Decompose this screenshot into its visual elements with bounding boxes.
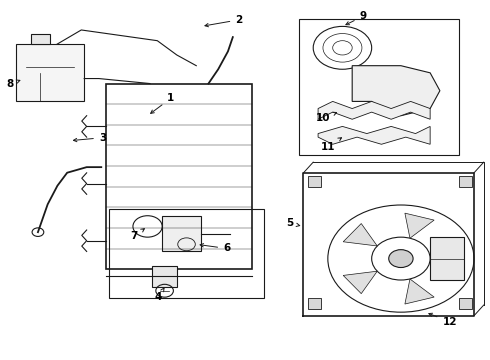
Bar bbox=[460, 298, 471, 309]
Bar bbox=[109, 208, 265, 298]
Bar bbox=[298, 19, 460, 155]
Bar bbox=[162, 216, 201, 251]
Polygon shape bbox=[343, 224, 377, 246]
Bar bbox=[152, 266, 177, 287]
Text: 11: 11 bbox=[320, 138, 342, 152]
Bar bbox=[308, 176, 320, 187]
Text: 3: 3 bbox=[74, 133, 106, 143]
Bar bbox=[460, 176, 471, 187]
Polygon shape bbox=[405, 279, 434, 304]
Bar bbox=[308, 298, 320, 309]
Text: 8: 8 bbox=[6, 79, 20, 89]
Text: 2: 2 bbox=[205, 15, 243, 27]
Text: 12: 12 bbox=[429, 313, 457, 327]
Text: 9: 9 bbox=[346, 11, 367, 25]
Bar bbox=[30, 33, 50, 44]
Text: 6: 6 bbox=[200, 243, 230, 253]
Text: 10: 10 bbox=[316, 112, 337, 123]
Polygon shape bbox=[405, 213, 434, 238]
Circle shape bbox=[389, 249, 413, 267]
Text: 4: 4 bbox=[155, 288, 164, 302]
Text: 5: 5 bbox=[287, 219, 300, 229]
Bar bbox=[16, 44, 84, 102]
Polygon shape bbox=[318, 126, 430, 144]
Polygon shape bbox=[352, 66, 440, 116]
Polygon shape bbox=[318, 102, 430, 119]
Polygon shape bbox=[343, 271, 377, 294]
Polygon shape bbox=[430, 247, 461, 270]
Text: 1: 1 bbox=[150, 93, 174, 113]
Text: 7: 7 bbox=[130, 229, 145, 241]
Bar bbox=[106, 84, 252, 269]
Bar bbox=[430, 237, 464, 280]
